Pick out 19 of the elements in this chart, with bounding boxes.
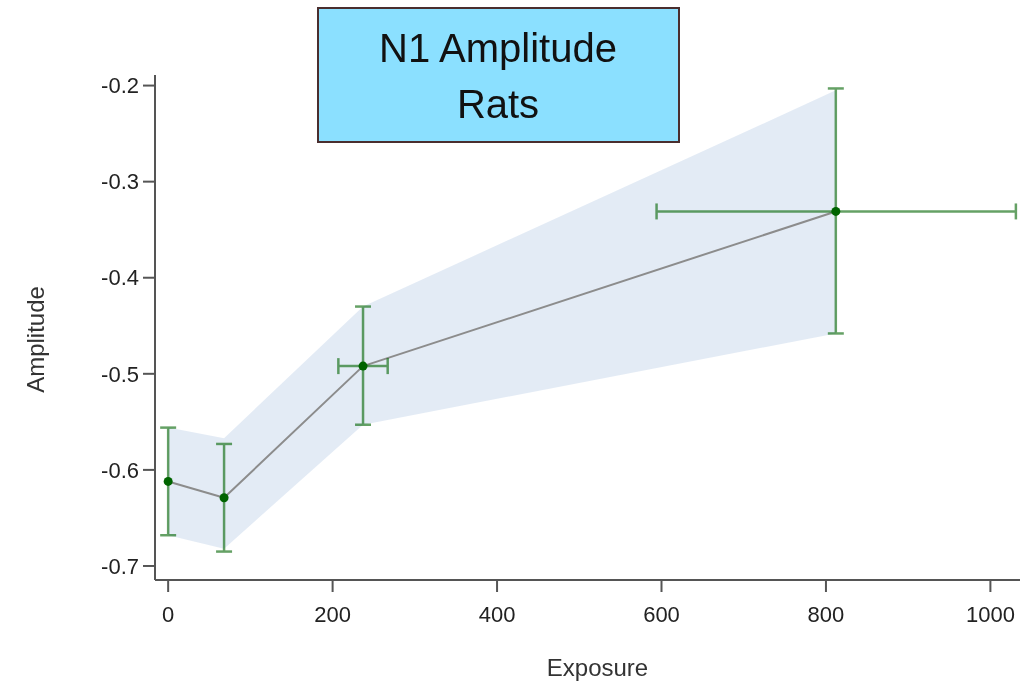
y-tick-label: -0.7 [101,553,139,579]
point [358,361,368,371]
y-axis-title: Amplitude [22,286,49,393]
x-tick-label: 200 [314,602,351,627]
x-tick-label: 400 [478,602,516,627]
y-tick-label: -0.3 [101,169,139,195]
x-tick-label: 1000 [965,602,1015,627]
y-tick-label: -0.4 [101,265,139,291]
x-axis-title: Exposure [546,654,649,681]
point [219,493,229,503]
x-tick-label: 600 [643,602,680,627]
x-tick-label: 800 [807,602,845,627]
x-tick-label: 0 [162,602,175,627]
y-tick-label: -0.5 [101,361,139,387]
y-tick-label: -0.2 [101,73,139,99]
chart-title: N1 Amplitude Rats [379,26,617,126]
y-tick-label: -0.6 [101,457,139,483]
point [831,206,841,216]
point [163,476,173,486]
